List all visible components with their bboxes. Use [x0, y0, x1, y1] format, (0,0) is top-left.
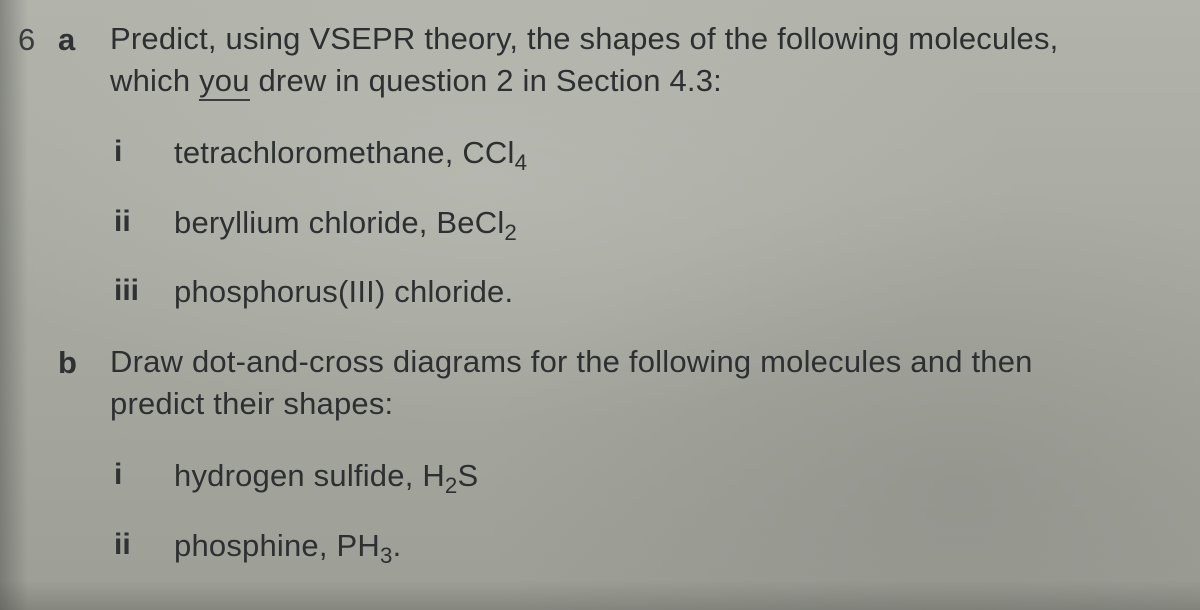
part-b-stem-text: Draw dot-and-cross diagrams for the foll… [110, 341, 1033, 425]
part-a-label: a [58, 18, 110, 60]
item-a-iii-prefix: phosphorus(III) chloride. [174, 274, 513, 309]
item-b-ii-num: ii [110, 525, 174, 566]
item-b-i-sub: 2 [445, 473, 458, 498]
part-a-line2-underlined: you [199, 63, 250, 101]
item-b-ii-sub: 3 [380, 543, 393, 568]
item-b-ii-prefix: phosphine, PH [174, 528, 380, 563]
item-a-i-text: tetrachloromethane, CCl4 [174, 132, 527, 174]
item-b-i-num: i [110, 455, 174, 496]
part-a-line2-suffix: drew in question 2 in Section 4.3: [250, 63, 722, 98]
item-b-ii-text: phosphine, PH3. [174, 525, 401, 567]
part-b-line2: predict their shapes: [110, 386, 393, 421]
item-a-iii-text: phosphorus(III) chloride. [174, 271, 513, 313]
part-a-line1: Predict, using VSEPR theory, the shapes … [110, 21, 1059, 56]
item-a-ii-prefix: beryllium chloride, BeCl [174, 205, 504, 240]
item-a-ii: ii beryllium chloride, BeCl2 [18, 202, 1172, 244]
item-b-i-prefix: hydrogen sulfide, H [174, 458, 445, 493]
item-a-i: i tetrachloromethane, CCl4 [18, 132, 1172, 174]
item-a-ii-sub: 2 [504, 220, 517, 245]
item-b-i: i hydrogen sulfide, H2S [18, 455, 1172, 497]
question-6a-stem: 6 a Predict, using VSEPR theory, the sha… [18, 18, 1172, 102]
item-a-iii-num: iii [110, 271, 174, 312]
item-b-i-suffix: S [458, 458, 479, 493]
page: 6 a Predict, using VSEPR theory, the sha… [0, 0, 1200, 610]
vignette-bottom [0, 580, 1200, 610]
item-a-ii-num: ii [110, 202, 174, 243]
question-number-spacer [18, 341, 58, 343]
part-a-line2-prefix: which [110, 63, 199, 98]
item-a-iii: iii phosphorus(III) chloride. [18, 271, 1172, 313]
item-a-i-sub: 4 [515, 150, 528, 175]
part-b-line1: Draw dot-and-cross diagrams for the foll… [110, 344, 1033, 379]
question-number: 6 [18, 18, 58, 60]
part-b-label: b [58, 341, 110, 383]
item-b-ii: ii phosphine, PH3. [18, 525, 1172, 567]
question-6b-stem: b Draw dot-and-cross diagrams for the fo… [18, 341, 1172, 425]
item-b-i-text: hydrogen sulfide, H2S [174, 455, 478, 497]
part-a-stem-text: Predict, using VSEPR theory, the shapes … [110, 18, 1059, 102]
item-a-i-num: i [110, 132, 174, 173]
item-a-i-prefix: tetrachloromethane, CCl [174, 135, 515, 170]
item-b-ii-suffix: . [393, 528, 402, 563]
item-a-ii-text: beryllium chloride, BeCl2 [174, 202, 517, 244]
